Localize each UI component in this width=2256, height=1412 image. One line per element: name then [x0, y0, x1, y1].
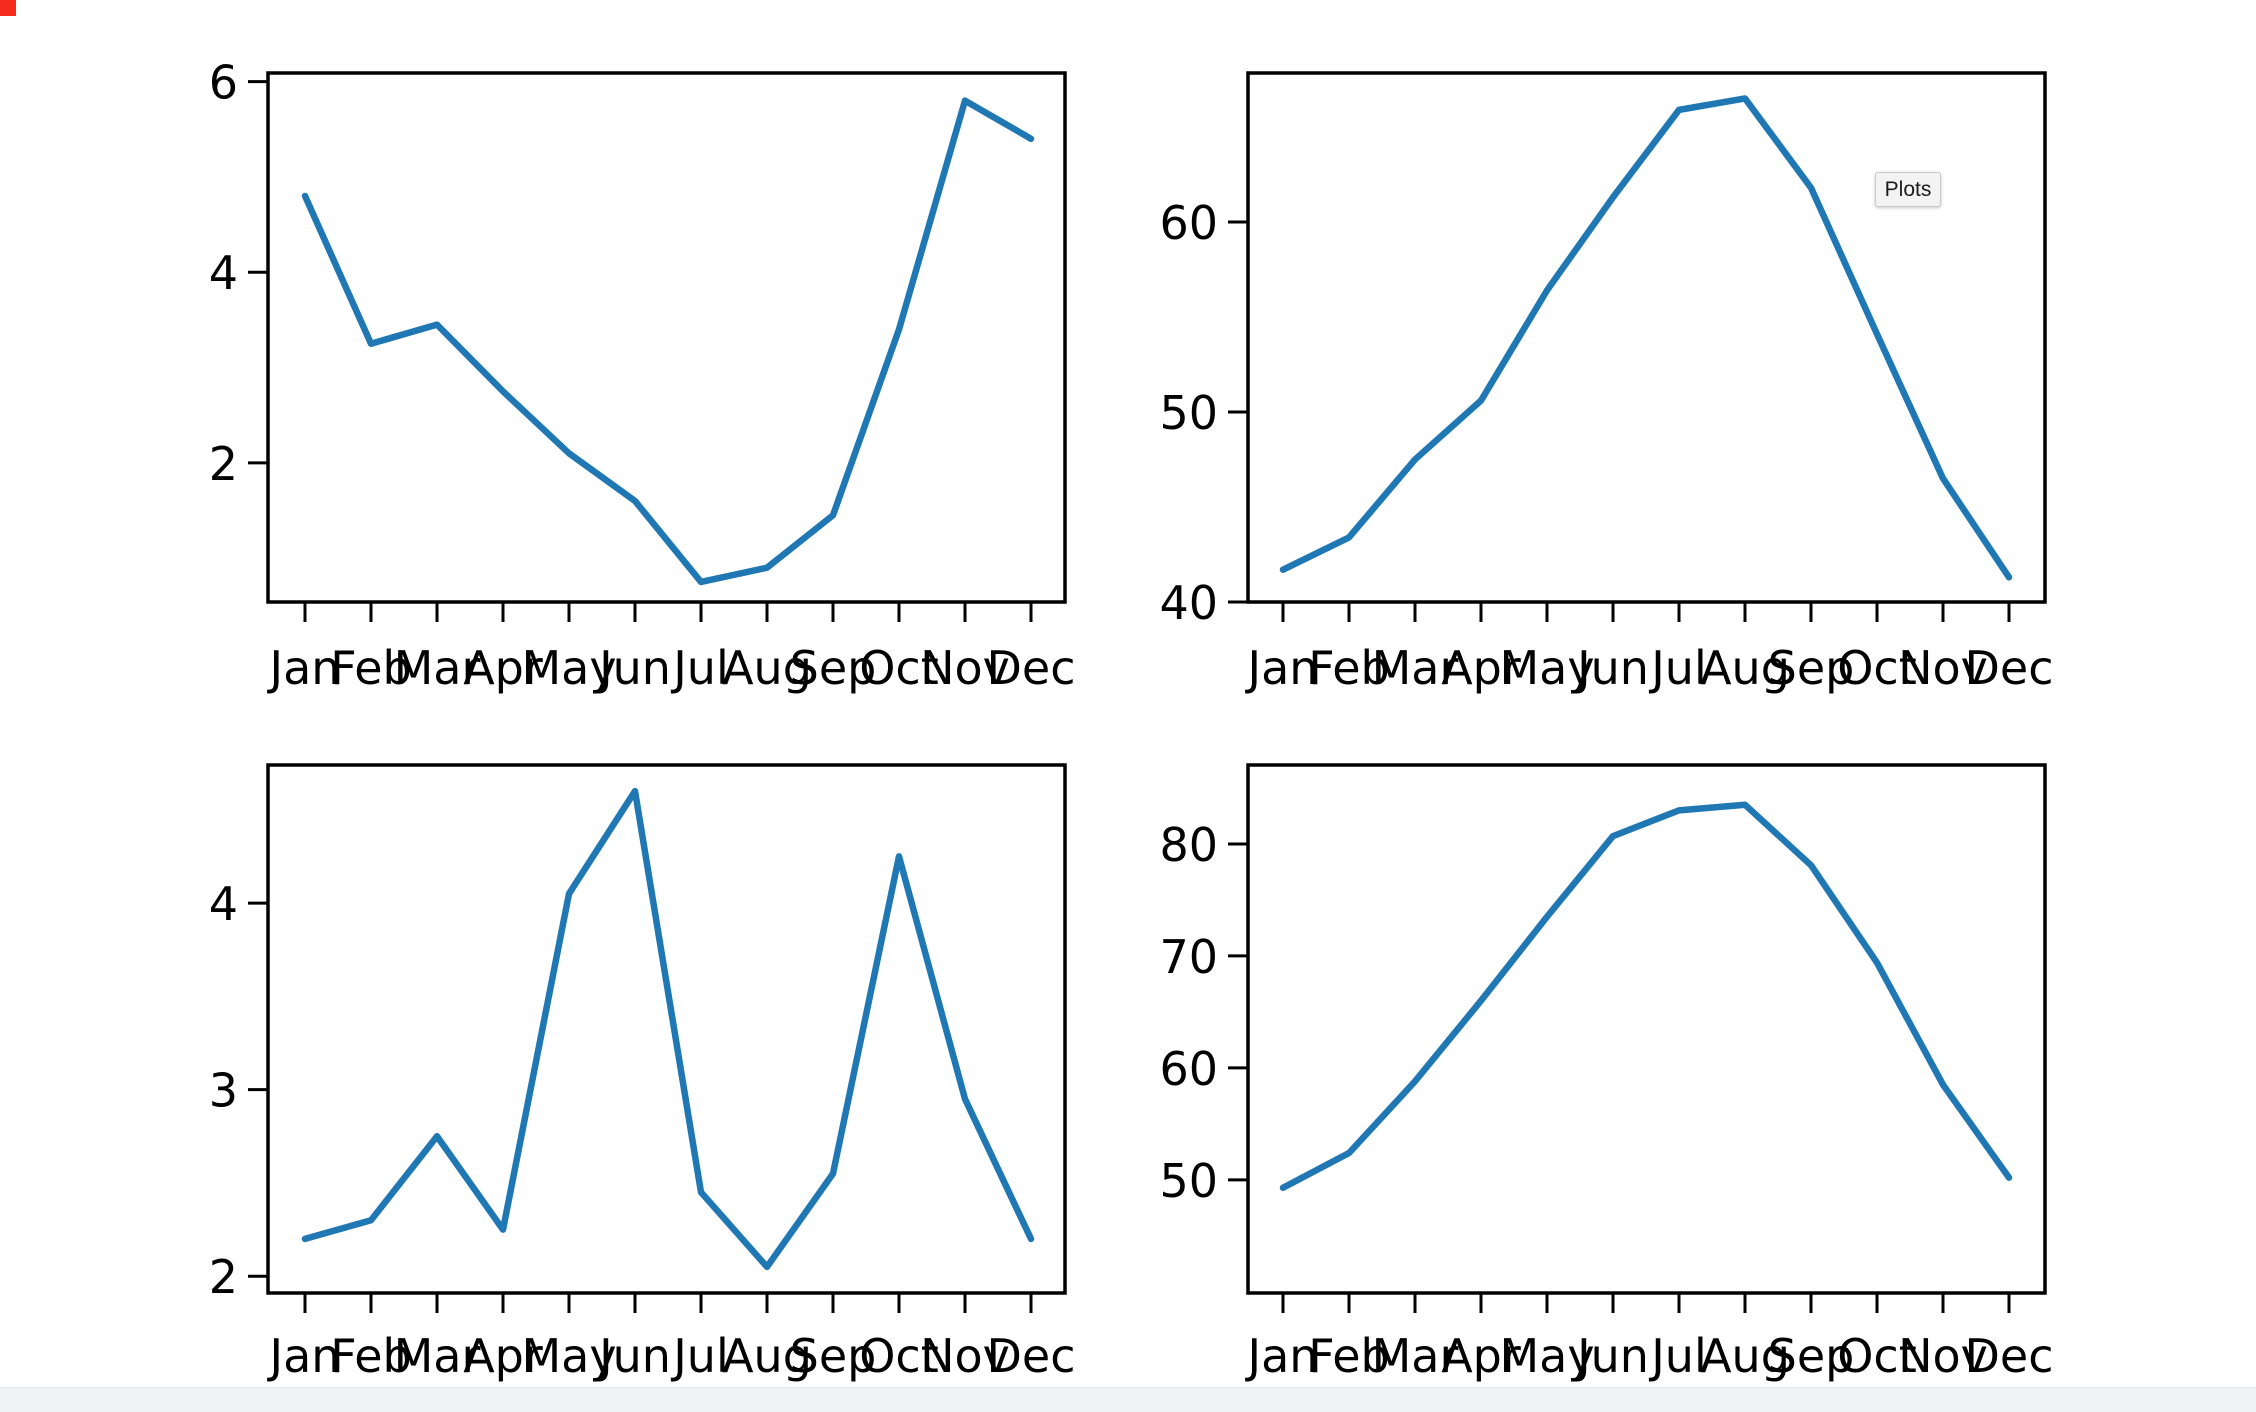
x-tick-label: Jul [1648, 641, 1707, 695]
plots-tooltip: Plots [1875, 172, 1941, 207]
x-tick-label: Dec [1964, 1329, 2053, 1383]
x-tick-label: Nov [1898, 641, 1988, 695]
x-tick-label: Jun [596, 641, 671, 695]
x-tick-label: Feb [1308, 1329, 1389, 1383]
x-tick-label: May [521, 641, 616, 695]
line-series [1279, 95, 2013, 581]
x-tick-label: Jan [1245, 641, 1319, 695]
x-tick-label: May [1499, 641, 1594, 695]
x-tick-label: Jul [670, 1329, 729, 1383]
y-tick-label: 70 [1159, 930, 1218, 984]
x-tick-label: Jun [1574, 641, 1649, 695]
y-tick-label: 6 [209, 56, 238, 110]
y-tick-label: 2 [209, 1250, 238, 1304]
x-tick-label: May [1499, 1329, 1594, 1383]
x-tick-label: Jul [670, 641, 729, 695]
x-tick-label: Jun [1574, 1329, 1649, 1383]
axes-spines [266, 71, 1067, 604]
record-indicator [0, 0, 16, 16]
x-tick-label: Jun [596, 1329, 671, 1383]
x-tick-label: May [521, 1329, 616, 1383]
x-tick-label: Oct [1837, 641, 1917, 695]
x-tick-label: Aug [1700, 1329, 1790, 1383]
axes-spines [1246, 763, 2047, 1295]
x-tick-label: Mar [1372, 641, 1459, 695]
x-tick-label: Dec [986, 1329, 1075, 1383]
x-tick-label: Apr [463, 641, 543, 695]
x-tick-label: Mar [394, 1329, 481, 1383]
y-tick-label: 60 [1159, 1042, 1218, 1096]
y-tick-label: 3 [209, 1064, 238, 1118]
x-tick-label: Apr [1441, 1329, 1521, 1383]
x-tick-label: Mar [1372, 1329, 1459, 1383]
y-tick-label: 4 [209, 246, 238, 300]
plots-tooltip-text: Plots [1884, 177, 1932, 201]
x-tick-label: Feb [330, 641, 411, 695]
y-tick-label: 2 [209, 437, 238, 491]
line-series [1279, 801, 2013, 1191]
x-tick-label: Apr [1441, 641, 1521, 695]
x-tick-label: Mar [394, 641, 481, 695]
x-tick-label: Oct [859, 1329, 939, 1383]
x-tick-label: Sep [1768, 1329, 1855, 1383]
x-tick-label: Sep [790, 1329, 877, 1383]
y-tick-label: 50 [1159, 386, 1218, 440]
x-tick-label: Oct [859, 641, 939, 695]
y-tick-label: 40 [1159, 576, 1218, 630]
x-tick-label: Feb [1308, 641, 1389, 695]
x-tick-label: Dec [1964, 641, 2053, 695]
x-tick-label: Oct [1837, 1329, 1917, 1383]
x-tick-label: Nov [920, 641, 1010, 695]
x-tick-label: Dec [986, 641, 1075, 695]
axes-spines [266, 763, 1067, 1295]
bottom-edge-strip [0, 1387, 2256, 1412]
x-tick-label: Aug [722, 1329, 812, 1383]
x-tick-label: Aug [722, 641, 812, 695]
x-tick-label: Sep [1768, 641, 1855, 695]
x-tick-label: Jan [267, 1329, 341, 1383]
x-tick-label: Jan [267, 641, 341, 695]
line-series [301, 787, 1035, 1271]
x-tick-label: Aug [1700, 641, 1790, 695]
axes-spines [1246, 71, 2047, 604]
y-tick-label: 60 [1159, 196, 1218, 250]
x-tick-label: Nov [920, 1329, 1010, 1383]
line-series [301, 97, 1035, 586]
y-tick-label: 4 [209, 877, 238, 931]
y-tick-label: 80 [1159, 818, 1218, 872]
x-tick-label: Apr [463, 1329, 543, 1383]
x-tick-label: Feb [330, 1329, 411, 1383]
x-tick-label: Jan [1245, 1329, 1319, 1383]
y-tick-label: 50 [1159, 1154, 1218, 1208]
x-tick-label: Sep [790, 641, 877, 695]
x-tick-label: Nov [1898, 1329, 1988, 1383]
x-tick-label: Jul [1648, 1329, 1707, 1383]
